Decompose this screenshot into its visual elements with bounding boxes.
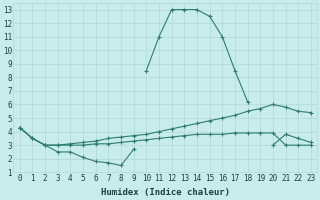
X-axis label: Humidex (Indice chaleur): Humidex (Indice chaleur) (101, 188, 230, 197)
